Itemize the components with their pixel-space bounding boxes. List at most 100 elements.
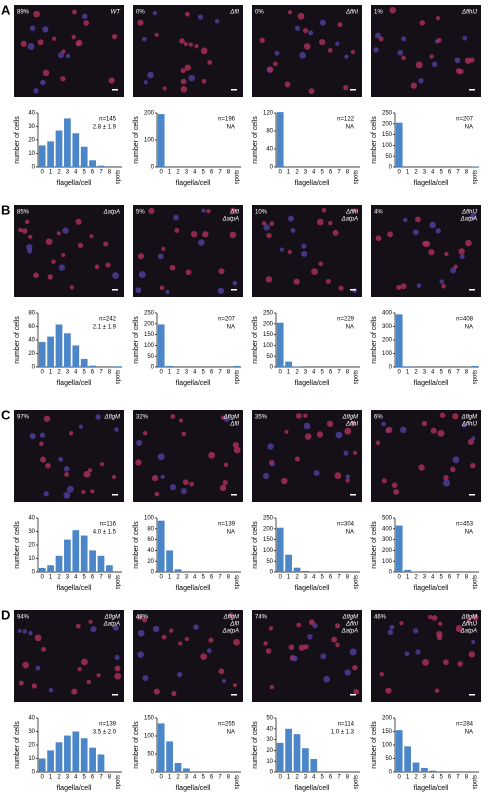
bar: [38, 145, 46, 167]
n-label: n=408: [456, 317, 474, 323]
x-tick-label: 0: [41, 575, 45, 581]
cell: [308, 88, 315, 95]
scale-bar: [469, 494, 475, 496]
x-tick-label: 2: [414, 575, 418, 581]
cell: [335, 623, 341, 629]
cell: [81, 13, 88, 20]
stat-label: 2.1 ± 1.9: [93, 325, 117, 331]
x-tick-label: 7: [99, 370, 103, 376]
cell: [184, 636, 189, 642]
bar: [166, 365, 173, 367]
cell: [200, 653, 207, 660]
y-tick-label: 20: [147, 559, 154, 565]
x-tick-label: 7: [337, 775, 341, 781]
y-tick-label: 100: [382, 559, 393, 565]
scale-bar: [112, 89, 118, 91]
cell: [430, 427, 437, 434]
image-label: 85%: [17, 210, 30, 216]
genotype: ΔflgM: [223, 615, 239, 621]
micrograph: [14, 205, 124, 297]
bar: [404, 366, 411, 367]
cell: [58, 457, 64, 462]
cell: [162, 86, 167, 91]
cell: [40, 79, 46, 86]
cell: [35, 665, 41, 671]
x-tick-label: 5: [321, 370, 325, 376]
cell: [441, 283, 446, 289]
y-tick-label: 20: [266, 748, 273, 754]
micrograph: [14, 5, 124, 97]
cell: [17, 628, 22, 633]
cell: [169, 484, 177, 491]
y-tick-label: 50: [266, 716, 273, 722]
cell: [152, 625, 160, 633]
cell: [399, 426, 407, 434]
y-tick-label: 500: [382, 516, 393, 522]
x-tick-label: spots: [115, 370, 121, 384]
bar: [55, 324, 63, 367]
cell: [437, 429, 445, 437]
cell: [27, 42, 35, 50]
cell: [188, 74, 195, 82]
cell: [81, 658, 88, 666]
y-tick-label: 80: [28, 311, 35, 317]
cell: [321, 207, 327, 213]
stat-label: NA: [346, 530, 354, 536]
y-tick-label: 40: [147, 548, 154, 554]
x-tick-label: 5: [440, 370, 444, 376]
cell: [180, 78, 187, 85]
genotype: ΔflgM: [461, 415, 477, 421]
image-label: 97%: [17, 415, 30, 421]
stat-label: NA: [227, 530, 235, 536]
cell: [344, 427, 352, 435]
scale-bar: [350, 694, 356, 696]
cell: [316, 431, 324, 438]
cell: [443, 659, 449, 666]
cell: [353, 688, 359, 695]
y-tick-label: 10: [28, 756, 35, 762]
y-tick-label: 200: [263, 526, 274, 532]
cell: [230, 207, 236, 213]
n-label: n=114: [338, 722, 355, 728]
cell: [344, 54, 349, 59]
x-tick-label: 8: [346, 575, 350, 581]
bar: [47, 336, 54, 367]
panel-label: B: [1, 202, 10, 217]
cell: [284, 429, 289, 434]
bar: [166, 550, 173, 572]
cell: [40, 456, 47, 463]
cell: [169, 628, 174, 633]
image-label: 0%: [136, 10, 145, 16]
cell: [293, 278, 300, 285]
y-tick-label: 0: [151, 365, 155, 371]
cell: [214, 18, 220, 24]
cell: [375, 440, 381, 446]
cell: [160, 474, 165, 480]
stat-label: NA: [346, 325, 354, 331]
bar: [47, 750, 54, 772]
cell: [415, 216, 421, 223]
cell: [86, 679, 91, 685]
x-tick-label: 5: [440, 775, 444, 781]
y-tick-label: 40: [266, 147, 273, 153]
x-tick-label: 8: [108, 575, 112, 581]
x-tick-label: 3: [423, 170, 427, 176]
stat-label: NA: [227, 325, 235, 331]
cell: [431, 615, 438, 621]
stat-label: 2.8 ± 1.9: [93, 125, 117, 131]
cell: [137, 651, 144, 658]
cell: [78, 424, 83, 429]
cell: [88, 619, 93, 624]
x-axis-label: flagella/cell: [176, 785, 211, 792]
cell: [111, 474, 117, 480]
y-tick-label: 50: [385, 756, 392, 762]
x-tick-label: spots: [115, 775, 121, 789]
cell: [267, 443, 274, 450]
y-axis-label: number of cells: [14, 316, 21, 364]
cell: [303, 422, 311, 430]
x-tick-label: 3: [423, 575, 427, 581]
x-tick-label: 6: [91, 370, 95, 376]
x-tick-label: 1: [406, 775, 410, 781]
image-label: 6%: [374, 415, 383, 421]
n-label: n=304: [337, 522, 355, 528]
